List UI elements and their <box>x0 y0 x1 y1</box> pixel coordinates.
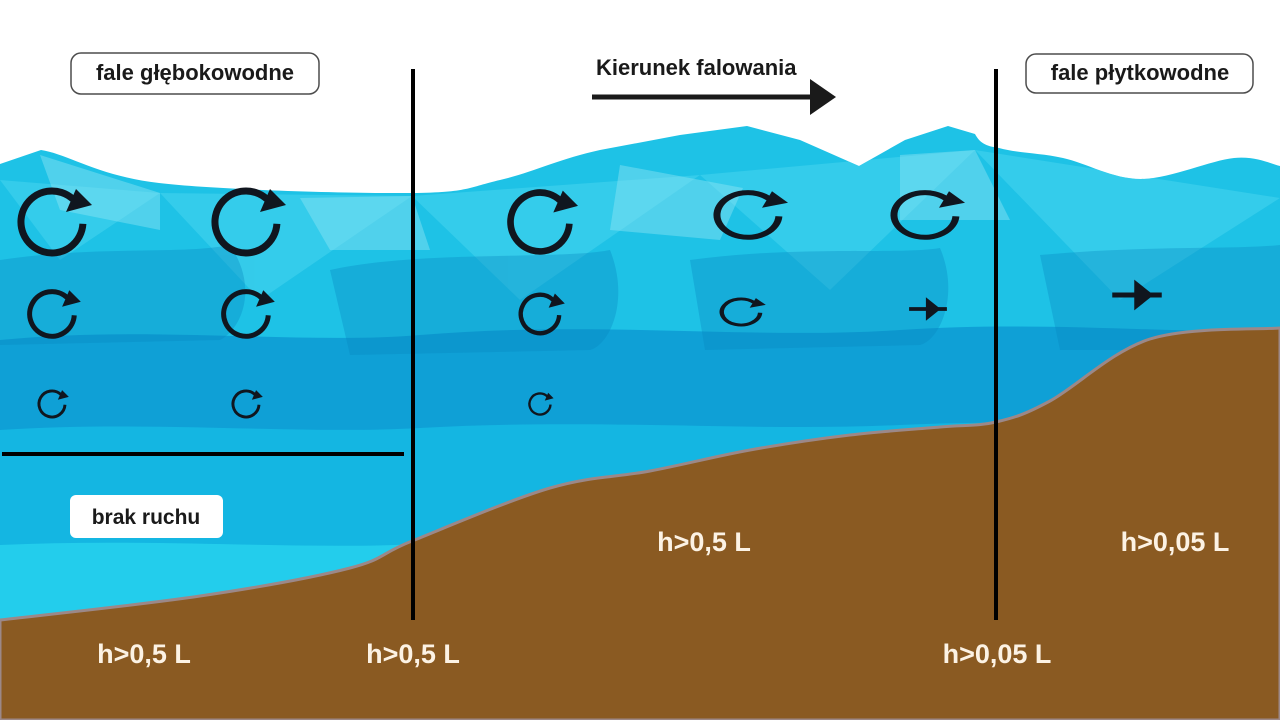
svg-text:Kierunek falowania: Kierunek falowania <box>596 55 797 80</box>
svg-text:fale głębokowodne: fale głębokowodne <box>96 60 294 85</box>
svg-text:fale płytkowodne: fale płytkowodne <box>1051 60 1229 85</box>
svg-text:h>0,05 L: h>0,05 L <box>1121 527 1230 557</box>
svg-text:brak ruchu: brak ruchu <box>92 506 201 529</box>
svg-text:h>0,05 L: h>0,05 L <box>943 639 1052 669</box>
svg-text:h>0,5 L: h>0,5 L <box>97 639 191 669</box>
svg-text:h>0,5 L: h>0,5 L <box>657 527 751 557</box>
svg-text:h>0,5 L: h>0,5 L <box>366 639 460 669</box>
